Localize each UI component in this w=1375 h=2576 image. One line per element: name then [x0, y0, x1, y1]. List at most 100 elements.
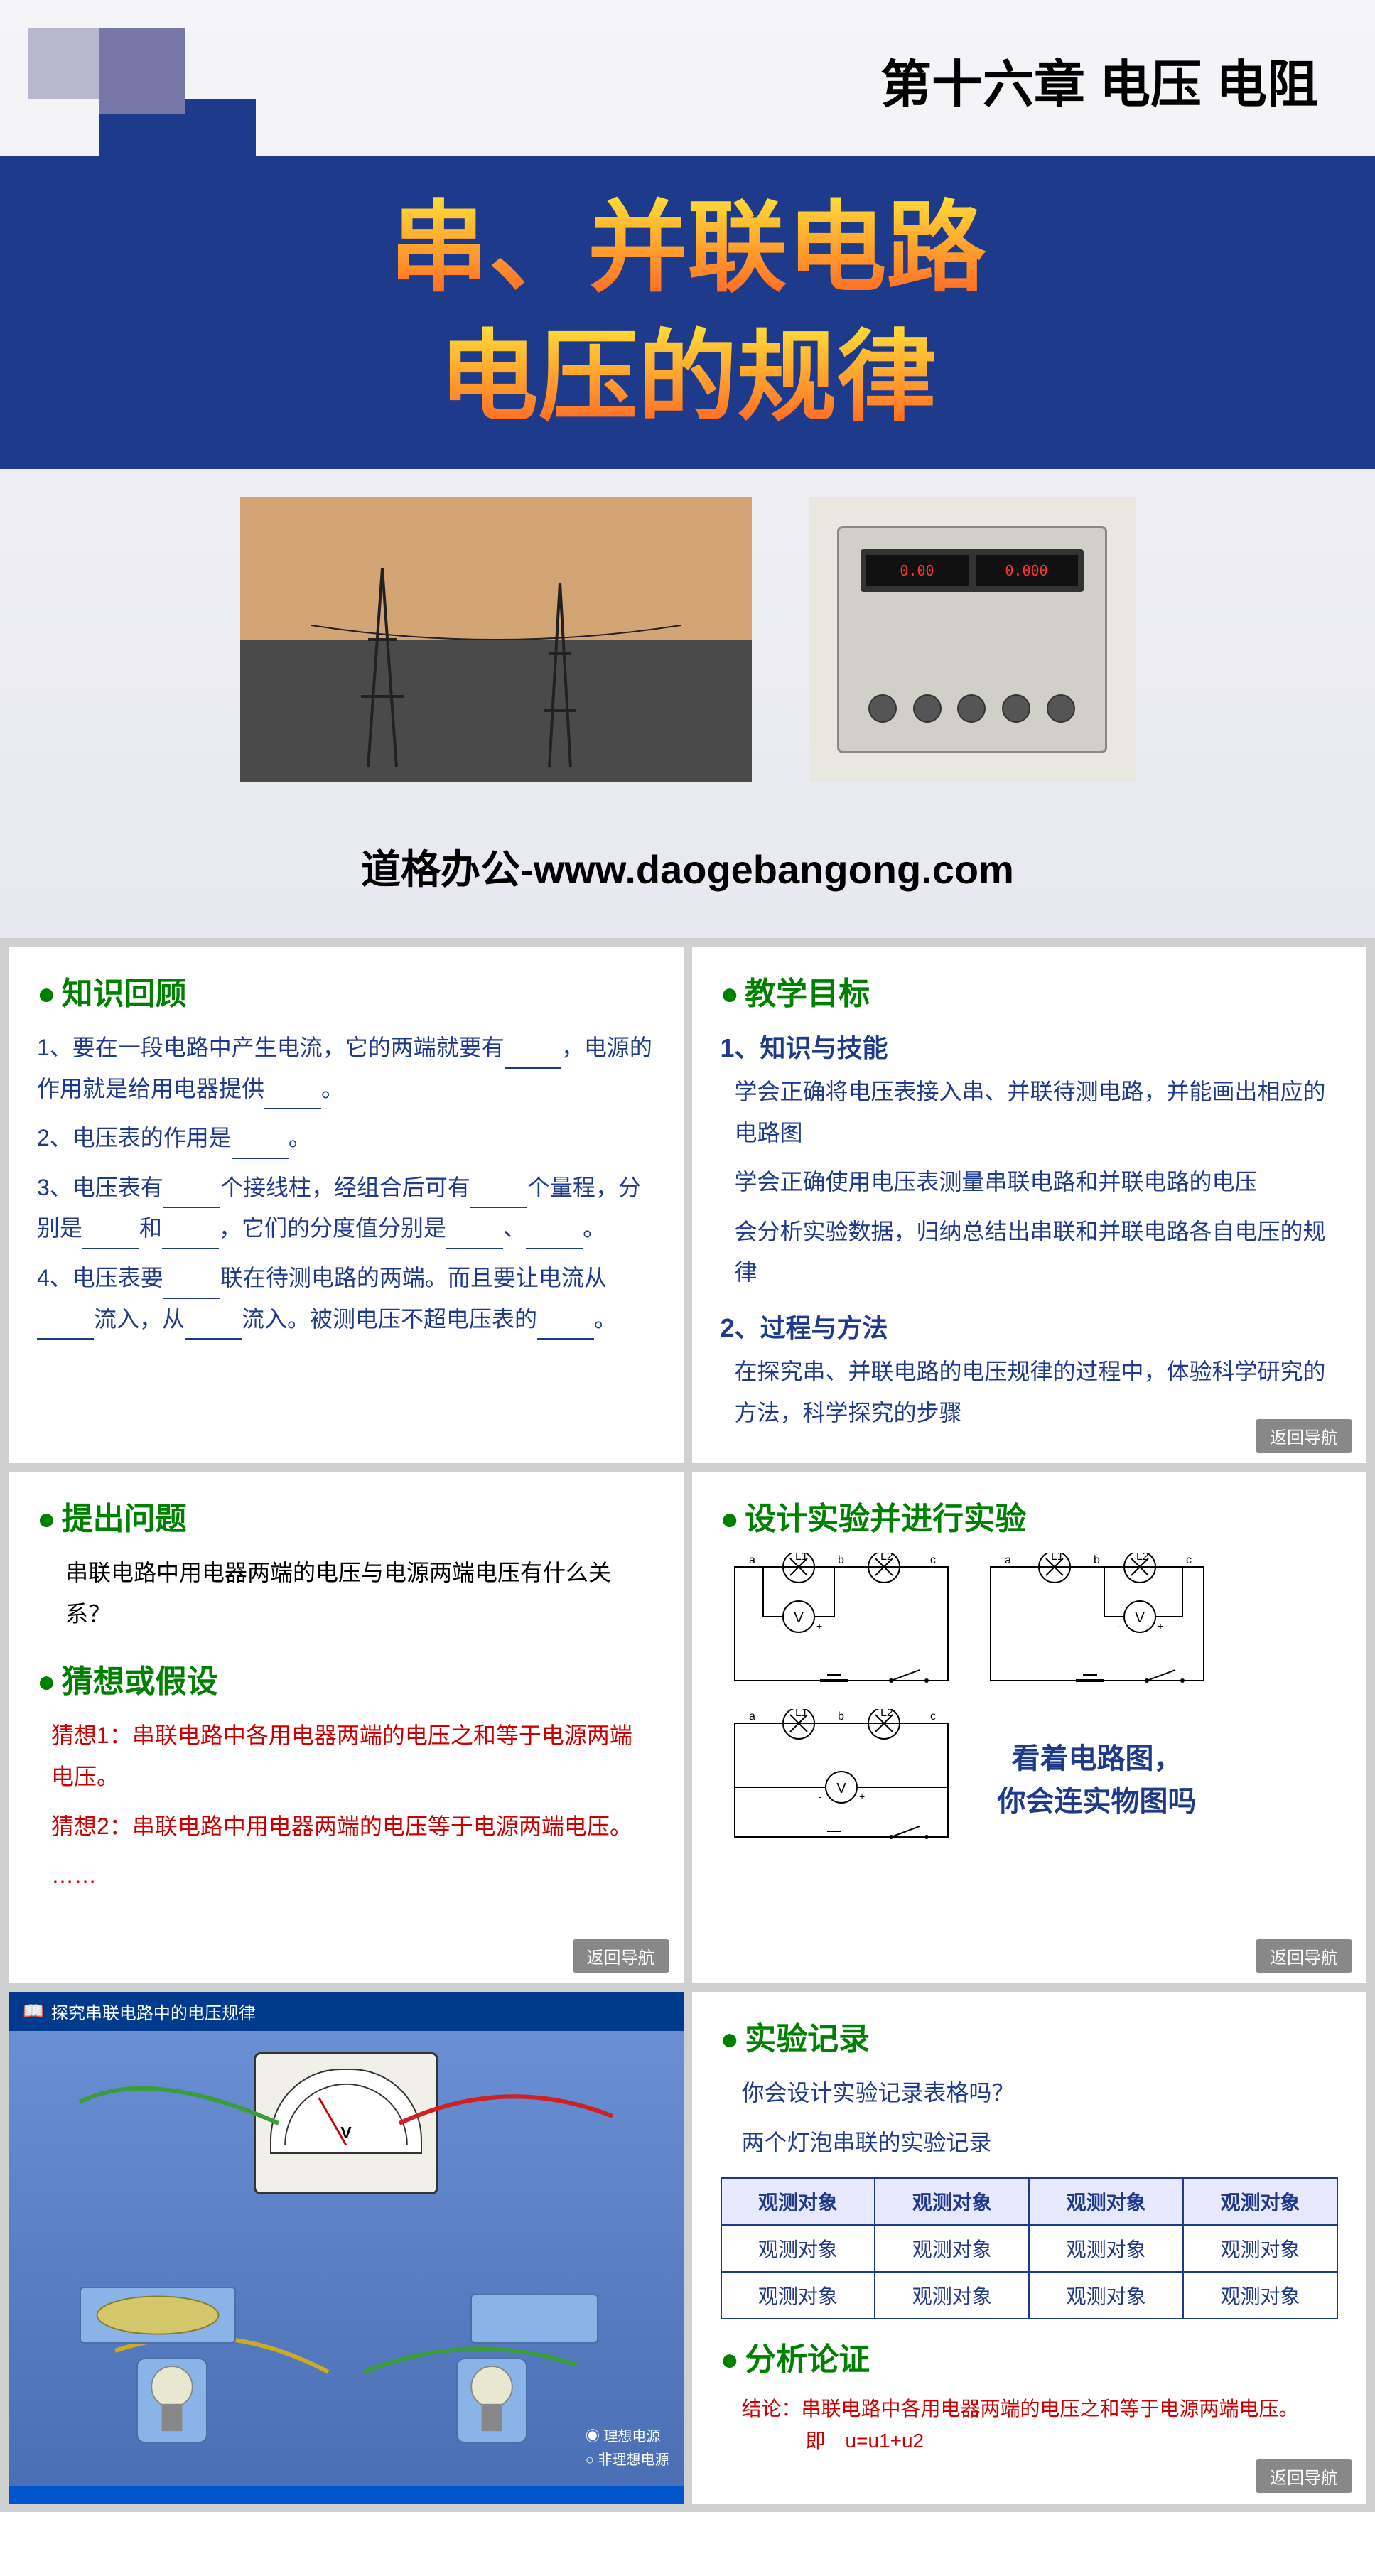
objective-item: 学会正确使用电压表测量串联电路和并联电路的电压 — [721, 1162, 1339, 1203]
device-readout-2: 0.000 — [976, 555, 1078, 586]
bulb1-component[interactable] — [136, 2358, 207, 2443]
nav-button[interactable]: 返回导航 — [1256, 1939, 1352, 1973]
svg-text:b: b — [1094, 1554, 1100, 1566]
circuit-prompt: 看着电路图， 你会连实物图吗 — [976, 1709, 1218, 1851]
option1-label: 理想电源 — [603, 2429, 660, 2445]
circuit-2: V a L1 b L2 c - + — [976, 1553, 1218, 1695]
slide-simulation: 📖 探究串联电路中的电压规律 V — [9, 1992, 684, 2504]
slide-review: 知识回顾 1、要在一段电路中产生电流，它的两端就要有，电源的作用就是给用电器提供… — [9, 947, 684, 1463]
svg-text:+: + — [1158, 1620, 1163, 1632]
power-tower-image — [240, 497, 752, 782]
review-item: 2、电压表的作用是。 — [37, 1118, 655, 1159]
table-cell: 观测对象 — [875, 2225, 1029, 2272]
pixel-block — [28, 28, 99, 99]
formula: u=u1+u2 — [846, 2430, 924, 2452]
pixel-block — [99, 28, 185, 114]
main-title-line1: 串、并联电路 — [389, 183, 986, 313]
bulb2-component[interactable] — [456, 2358, 527, 2443]
radio-nonideal[interactable]: ○ 非理想电源 — [586, 2448, 669, 2469]
svg-text:V: V — [794, 1610, 804, 1626]
conclusion: 结论：串联电路中各用电器两端的电压之和等于电源两端电压。 — [721, 2393, 1339, 2425]
table-header: 观测对象 — [721, 2178, 875, 2225]
table-cell: 观测对象 — [721, 2272, 875, 2319]
heading-review: 知识回顾 — [37, 968, 655, 1013]
table-header: 观测对象 — [1029, 2178, 1183, 2225]
conclusion-label: 结论： — [742, 2398, 802, 2420]
title-band: 串、并联电路 电压的规律 — [0, 156, 1375, 469]
svg-text:a: a — [749, 1710, 755, 1723]
svg-text:L2: L2 — [880, 1553, 893, 1563]
main-title-line2: 电压的规律 — [438, 313, 936, 442]
sub1: 1、知识与技能 — [721, 1028, 1339, 1065]
svg-text:V: V — [340, 2123, 352, 2142]
chapter-title: 第十六章 电压 电阻 — [880, 43, 1318, 117]
svg-text:-: - — [776, 1620, 780, 1632]
knob-icon — [1002, 694, 1030, 723]
nav-button[interactable]: 返回导航 — [573, 1939, 669, 1973]
table-cell: 观测对象 — [1183, 2272, 1337, 2319]
slide-objectives: 教学目标 1、知识与技能 学会正确将电压表接入串、并联待测电路，并能画出相应的电… — [692, 947, 1367, 1463]
knob-icon — [913, 694, 942, 723]
objective-item: 学会正确将电压表接入串、并联待测电路，并能画出相应的电路图 — [721, 1072, 1339, 1153]
table-cell: 观测对象 — [1029, 2272, 1183, 2319]
option2-label: 非理想电源 — [598, 2452, 669, 2468]
question-text: 串联电路中用电器两端的电压与电源两端电压有什么关系？ — [37, 1553, 655, 1634]
ellipsis: …… — [37, 1855, 655, 1897]
conclusion-text: 串联电路中各用电器两端的电压之和等于电源两端电压。 — [802, 2398, 1299, 2420]
svg-text:b: b — [838, 1710, 844, 1723]
svg-text:a: a — [1005, 1554, 1011, 1566]
voltmeter[interactable]: V — [254, 2052, 438, 2194]
heading-analysis: 分析论证 — [721, 2334, 1339, 2379]
slide-record: 实验记录 你会设计实验记录表格吗？ 两个灯泡串联的实验记录 观测对象观测对象观测… — [692, 1992, 1367, 2504]
svg-text:-: - — [819, 1791, 822, 1802]
heading-objectives: 教学目标 — [721, 968, 1339, 1013]
review-item: 4、电压表要联在待测电路的两端。而且要让电流从流入，从流入。被测电压不超电压表的… — [37, 1258, 655, 1340]
svg-text:L2: L2 — [880, 1709, 893, 1719]
svg-text:c: c — [930, 1710, 936, 1723]
sim-options: ◉ 理想电源 ○ 非理想电源 — [586, 2422, 669, 2472]
formula-label: 即 — [806, 2430, 826, 2452]
heading-hypothesis: 猜想或假设 — [37, 1656, 655, 1701]
svg-text:V: V — [836, 1781, 846, 1796]
sim-content[interactable]: V ◉ 理想电源 — [9, 2031, 684, 2486]
sim-title: 探究串联电路中的电压规律 — [51, 1999, 256, 2024]
svg-text:-: - — [1117, 1620, 1121, 1632]
nav-button[interactable]: 返回导航 — [1256, 2459, 1352, 2493]
nav-button[interactable]: 返回导航 — [1256, 1419, 1352, 1453]
guess1: 猜想1：串联电路中各用电器两端的电压之和等于电源两端电压。 — [37, 1715, 655, 1797]
prompt-line2: 你会连实物图吗 — [998, 1780, 1197, 1823]
table-cell: 观测对象 — [875, 2272, 1029, 2319]
svg-text:L1: L1 — [1051, 1553, 1064, 1563]
watermark: 道格办公-www.daogebangong.com — [0, 838, 1375, 895]
sim-titlebar: 📖 探究串联电路中的电压规律 — [9, 1992, 684, 2031]
battery-component[interactable] — [80, 2287, 236, 2344]
svg-text:L1: L1 — [795, 1553, 808, 1563]
slide-question: 提出问题 串联电路中用电器两端的电压与电源两端电压有什么关系？ 猜想或假设 猜想… — [9, 1472, 684, 1983]
review-item: 3、电压表有个接线柱，经组合后可有个量程，分别是和，它们的分度值分别是、。 — [37, 1168, 655, 1249]
objective-item: 会分析实验数据，归纳总结出串联和并联电路各自电压的规律 — [721, 1212, 1339, 1293]
circuit-1: V a L1 b L2 c - + — [721, 1553, 962, 1695]
svg-text:b: b — [838, 1554, 844, 1566]
svg-text:L1: L1 — [795, 1709, 808, 1719]
svg-text:a: a — [749, 1554, 755, 1566]
heading-question: 提出问题 — [37, 1493, 655, 1538]
circuit-3: V a L1 b L2 c - + — [721, 1709, 962, 1851]
svg-text:c: c — [930, 1554, 936, 1566]
guess1-label: 猜想1： — [51, 1723, 132, 1748]
experiment-table: 观测对象观测对象观测对象观测对象 观测对象观测对象观测对象观测对象观测对象观测对… — [721, 2177, 1339, 2319]
images-row: 0.00 0.000 — [0, 497, 1375, 782]
radio-ideal[interactable]: ◉ 理想电源 — [586, 2425, 669, 2445]
svg-text:V: V — [1135, 1610, 1145, 1626]
review-item: 1、要在一段电路中产生电流，它的两端就要有，电源的作用就是给用电器提供。 — [37, 1028, 655, 1109]
svg-text:c: c — [1186, 1554, 1192, 1566]
table-cell: 观测对象 — [721, 2225, 875, 2272]
svg-text:L2: L2 — [1136, 1553, 1149, 1563]
table-header: 观测对象 — [1183, 2178, 1337, 2225]
switch-component[interactable] — [470, 2294, 598, 2344]
measurement-device-image: 0.00 0.000 — [809, 497, 1136, 782]
prompt-line1: 看着电路图， — [998, 1737, 1197, 1780]
book-icon: 📖 — [23, 2001, 44, 2022]
guess1-text: 串联电路中各用电器两端的电压之和等于电源两端电压。 — [51, 1723, 632, 1789]
table-row: 观测对象观测对象观测对象观测对象 — [721, 2272, 1338, 2319]
svg-text:+: + — [859, 1791, 865, 1802]
